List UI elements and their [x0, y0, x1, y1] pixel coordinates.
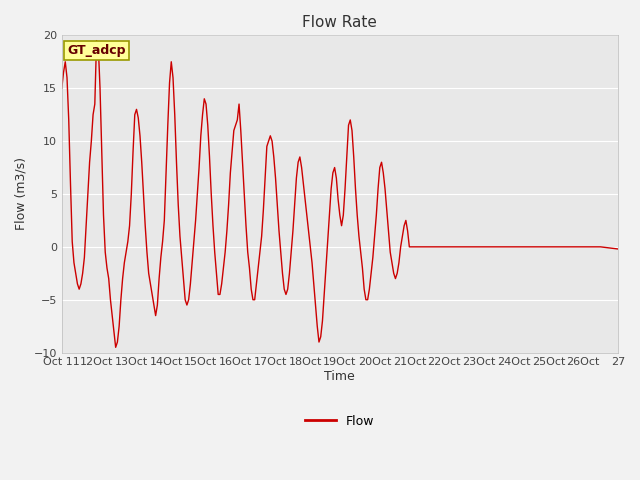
Legend: Flow: Flow [300, 409, 380, 432]
Y-axis label: Flow (m3/s): Flow (m3/s) [15, 157, 28, 230]
Title: Flow Rate: Flow Rate [302, 15, 377, 30]
X-axis label: Time: Time [324, 370, 355, 383]
Text: GT_adcp: GT_adcp [67, 44, 125, 57]
